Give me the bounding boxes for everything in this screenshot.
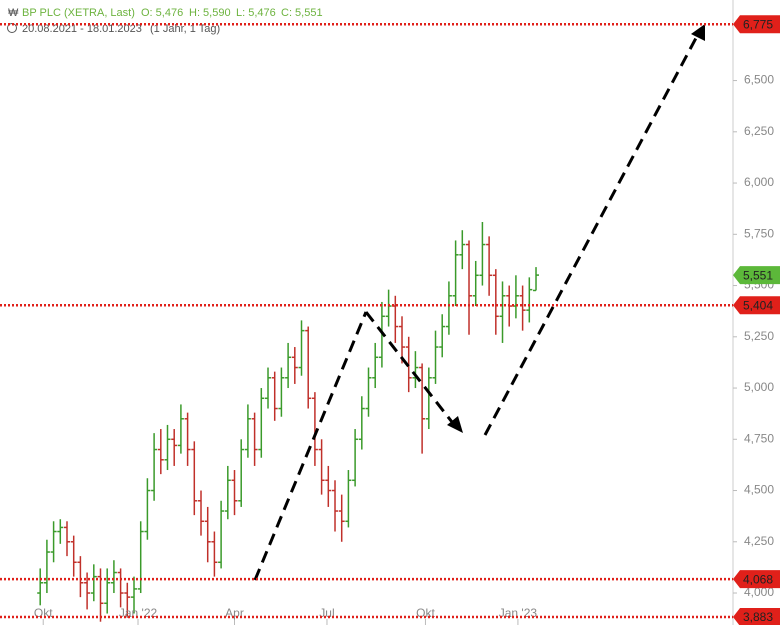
period: 20.08.2021 - 18.01.2023 bbox=[22, 23, 142, 35]
arrow-line bbox=[253, 311, 368, 581]
y-tick-label: 6,250 bbox=[744, 124, 774, 138]
y-tick-label: 4,500 bbox=[744, 483, 774, 497]
level-tag-label: 5,404 bbox=[743, 298, 773, 312]
arrow-line bbox=[483, 37, 698, 436]
level-tag bbox=[733, 608, 780, 625]
arrow-line bbox=[364, 311, 454, 423]
level-tag-label: 6,775 bbox=[743, 17, 773, 31]
y-tick-label: 4,250 bbox=[744, 534, 774, 548]
last-price-tag bbox=[733, 266, 780, 285]
level-tag-label: 3,883 bbox=[743, 610, 773, 624]
x-tick-label: Jul bbox=[319, 606, 334, 620]
level-tag bbox=[733, 296, 780, 315]
y-tick-label: 6,500 bbox=[744, 73, 774, 87]
y-tick-label: 5,750 bbox=[744, 226, 774, 240]
quote-high: H: 5,590 bbox=[189, 7, 231, 19]
y-tick-label: 5,250 bbox=[744, 329, 774, 343]
y-tick-label: 4,000 bbox=[744, 585, 774, 599]
quote-close: C: 5,551 bbox=[281, 7, 323, 19]
level-tag bbox=[733, 570, 780, 589]
chart-title: BP PLC (XETRA, Last) bbox=[22, 7, 135, 19]
arrows bbox=[253, 37, 698, 581]
last-price-tag-label: 5,551 bbox=[743, 268, 773, 282]
arrow-head bbox=[447, 416, 463, 433]
level-tag bbox=[733, 15, 780, 34]
level-tag-label: 4,068 bbox=[743, 572, 773, 586]
arrow-head bbox=[691, 24, 705, 41]
y-tick-label: 5,000 bbox=[744, 380, 774, 394]
icon: ₩ bbox=[8, 7, 19, 19]
quote-open: O: 5,476 bbox=[141, 7, 183, 19]
interval: (1 Jahr, 1 Tag) bbox=[150, 23, 220, 35]
y-tick-label: 4,750 bbox=[744, 431, 774, 445]
quote-low: L: 5,476 bbox=[236, 7, 276, 19]
y-tick-label: 6,000 bbox=[744, 175, 774, 189]
